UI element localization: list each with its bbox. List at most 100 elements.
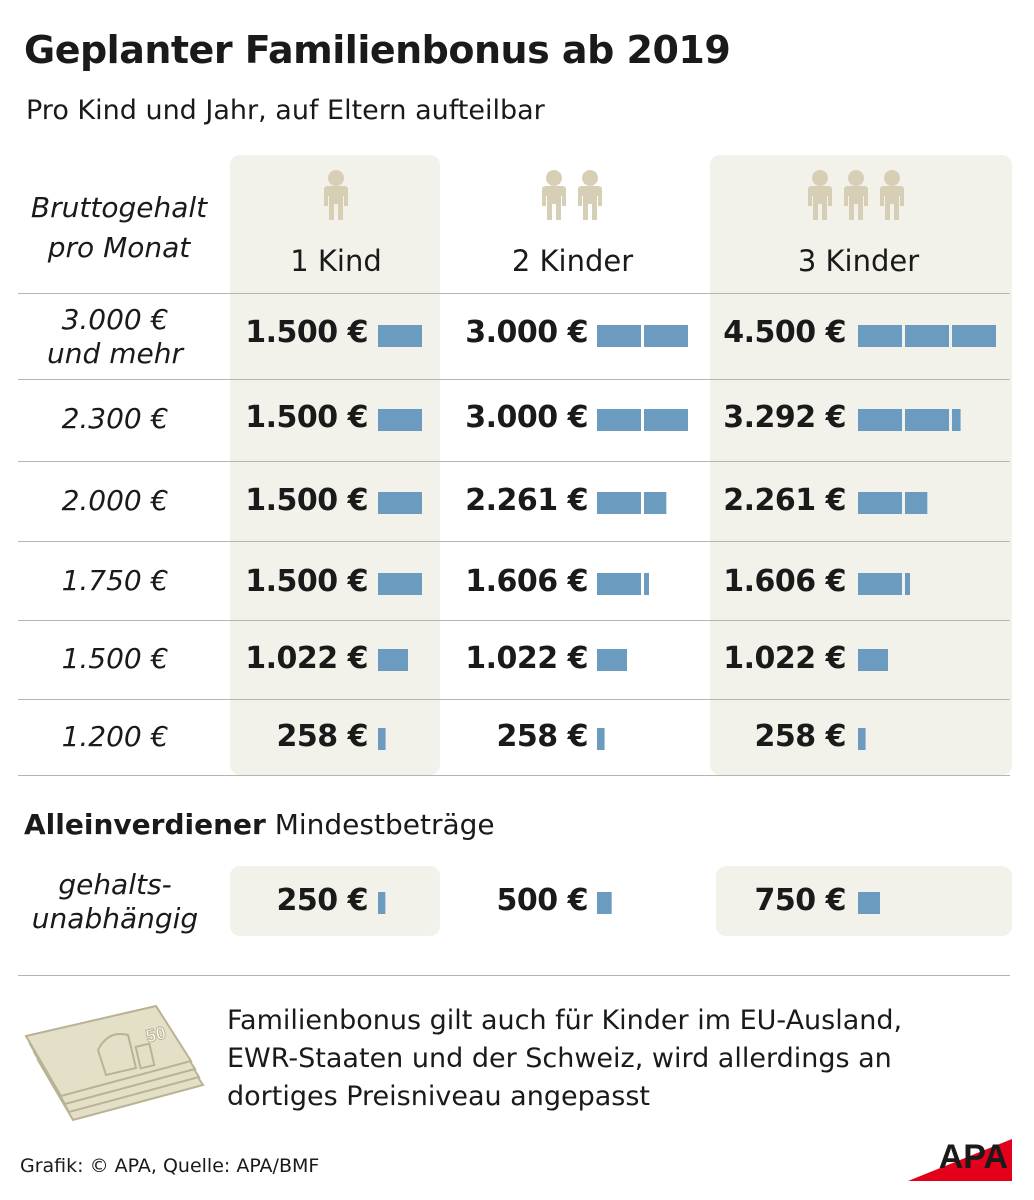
bar-r1-c2-segment-2 [644,325,688,347]
bar-r4-c1-segment-1 [378,573,422,595]
apa-logo: APA [908,1138,1012,1181]
column-heading-2-kinder: 2 Kinder [511,244,634,278]
row-header-line-2: pro Monat [47,231,191,264]
child-figure-icon [808,170,832,220]
footnote-line-3: dortiges Preisniveau angepasst [227,1081,650,1112]
bar-r1-c3-segment-3 [952,325,996,347]
value-label-r6-c1: 258 € [276,719,369,754]
single-bar-c2-segment-1 [597,892,612,914]
child-figure-icon [324,170,348,220]
bar-r5-c1-segment-1 [378,649,408,671]
row-divider [18,541,1010,542]
row-divider [18,293,1010,294]
single-earner-label-line: unabhängig [31,902,199,935]
single-earner-title-bold: Alleinverdiener [24,808,266,841]
bar-r3-c2-segment-2 [644,492,667,514]
income-label-row-1: 3.000 € und mehr [10,303,220,371]
bar-r2-c1-segment-1 [378,409,422,431]
row-divider [18,379,1010,380]
value-label-r5-c3: 1.022 € [723,641,846,676]
apa-logo-text: APA [939,1138,1008,1176]
bar-r6-c2-segment-1 [597,728,605,750]
chart-title: Geplanter Familienbonus ab 2019 [24,28,731,72]
row-divider [18,775,1010,776]
single-earner-label-line: gehalts- [58,868,172,901]
value-label-r6-c3: 258 € [754,719,847,754]
child-figure-icon [844,170,868,220]
value-label-r1-c1: 1.500 € [245,315,368,350]
bar-r3-c3-segment-2 [905,492,928,514]
income-label-row-4: 1.750 € [61,564,169,597]
row-divider [18,620,1010,621]
single-earner-label: gehalts- unabhängig [10,868,220,936]
row-header: Bruttogehalt pro Monat [14,188,224,268]
single-value-label-c2: 500 € [496,883,589,918]
single-earner-heading: Alleinverdiener Mindestbeträge [24,808,495,841]
footnote: Familienbonus gilt auch für Kinder im EU… [227,1002,902,1116]
bar-r5-c2-segment-1 [597,649,627,671]
value-label-r6-c2: 258 € [496,719,589,754]
row-divider [18,699,1010,700]
value-label-r2-c2: 3.000 € [465,400,588,435]
income-label-row-2: 2.300 € [61,402,169,435]
value-label-r1-c2: 3.000 € [465,315,588,350]
value-label-r5-c2: 1.022 € [465,641,588,676]
footnote-line-2: EWR-Staaten und der Schweiz, wird allerd… [227,1043,892,1074]
single-bar-c1-segment-1 [378,892,386,914]
column-bg-3-kinder [710,155,1012,775]
single-bar-c3-segment-1 [858,892,880,914]
single-value-label-c3: 750 € [754,883,847,918]
row-header-line-1: Bruttogehalt [30,191,208,224]
single-earner-title-rest: Mindestbeträge [265,808,495,841]
child-figure-icon [542,170,566,220]
value-label-r2-c3: 3.292 € [723,400,846,435]
bar-r3-c3-segment-1 [858,492,902,514]
value-label-r4-c1: 1.500 € [245,564,368,599]
row-divider [18,461,1010,462]
value-label-r5-c1: 1.022 € [245,641,368,676]
income-label-row-5: 1.500 € [61,642,169,675]
bar-r2-c3-segment-3 [952,409,961,431]
income-label-row-6: 1.200 € [61,720,169,753]
value-label-r3-c1: 1.500 € [245,483,368,518]
bar-r3-c1-segment-1 [378,492,422,514]
value-label-r4-c2: 1.606 € [465,564,588,599]
row-divider [18,975,1010,976]
child-figure-icon [880,170,904,220]
bar-r1-c1-segment-1 [378,325,422,347]
bar-r4-c2-segment-1 [597,573,641,595]
child-figure-icon [578,170,602,220]
column-heading-1-kind: 1 Kind [290,244,382,278]
value-label-r2-c1: 1.500 € [245,400,368,435]
chart-subtitle: Pro Kind und Jahr, auf Eltern aufteilbar [26,95,545,126]
bar-r2-c2-segment-1 [597,409,641,431]
bar-r6-c3-segment-1 [858,728,866,750]
footnote-line-1: Familienbonus gilt auch für Kinder im EU… [227,1005,903,1036]
bar-r1-c3-segment-1 [858,325,902,347]
bar-r4-c3-segment-1 [858,573,902,595]
single-bg-1 [230,866,440,936]
value-label-r3-c3: 2.261 € [723,483,846,518]
bar-r5-c3-segment-1 [858,649,888,671]
column-heading-3-kinder: 3 Kinder [797,244,920,278]
source-credit: Grafik: © APA, Quelle: APA/BMF [20,1155,320,1177]
bar-r4-c2-segment-2 [644,573,649,595]
bar-r1-c3-segment-2 [905,325,949,347]
banknote-label: 50 [144,1022,168,1046]
value-label-r1-c3: 4.500 € [723,315,846,350]
income-label-line: und mehr [47,337,183,370]
income-label-line: 3.000 € [61,303,169,336]
value-label-r3-c2: 2.261 € [465,483,588,518]
column-bg-1-kind [230,155,440,775]
bar-r2-c3-segment-1 [858,409,902,431]
value-label-r4-c3: 1.606 € [723,564,846,599]
bar-r2-c2-segment-2 [644,409,688,431]
bar-r1-c2-segment-1 [597,325,641,347]
bar-r2-c3-segment-2 [905,409,949,431]
single-value-label-c1: 250 € [276,883,369,918]
income-label-row-3: 2.000 € [61,484,169,517]
bar-r3-c2-segment-1 [597,492,641,514]
banknotes-icon: 50 [24,1004,205,1122]
bar-r4-c3-segment-2 [905,573,910,595]
